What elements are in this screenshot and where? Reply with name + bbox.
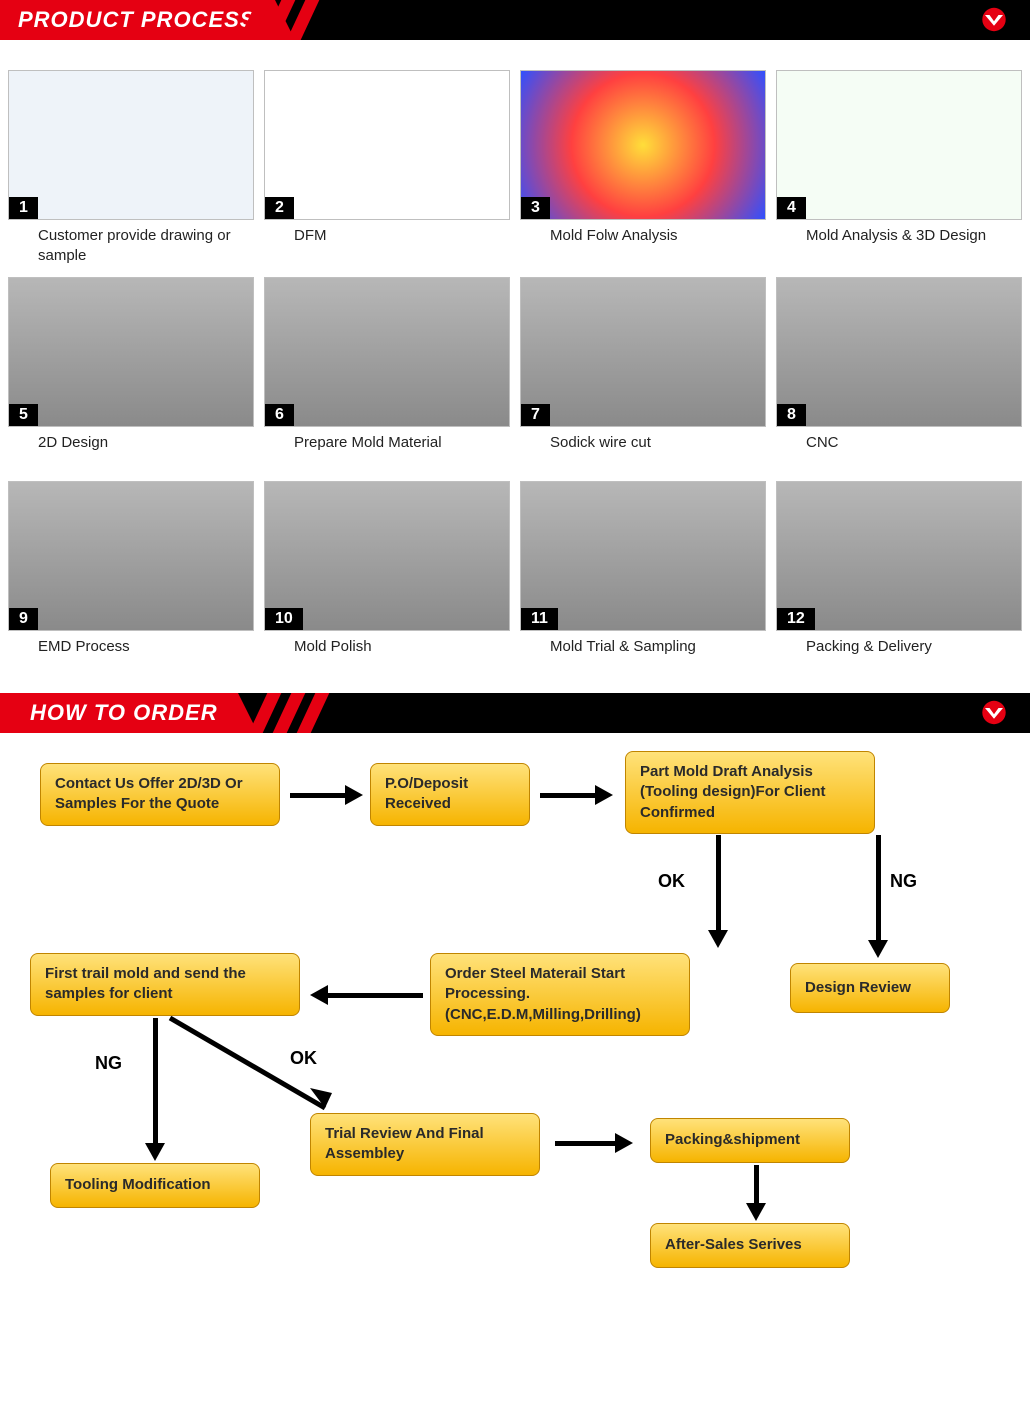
arrow-label-ng: NG (890, 871, 917, 892)
process-thumb: 5 (8, 277, 254, 427)
flow-box-steel: Order Steel Materail Start Processing.(C… (430, 953, 690, 1036)
step-number-badge: 10 (265, 608, 303, 630)
process-thumb: 1 (8, 70, 254, 220)
header-product-process: PRODUCT PROCESS (0, 0, 1030, 40)
step-number-badge: 5 (9, 404, 38, 426)
step-number-badge: 7 (521, 404, 550, 426)
header-title-text: PRODUCT PROCESS (18, 7, 255, 33)
process-step: 7Sodick wire cut (520, 277, 766, 469)
process-step: 3Mold Folw Analysis (520, 70, 766, 265)
arrow-down-icon (868, 835, 888, 958)
process-thumb: 10 (264, 481, 510, 631)
step-caption: CNC (776, 427, 1022, 469)
flow-box-pack: Packing&shipment (650, 1118, 850, 1163)
process-grid: 1Customer provide drawing or sample2DFM3… (0, 70, 1030, 681)
process-step: 11Mold Trial & Sampling (520, 481, 766, 673)
process-thumb: 12 (776, 481, 1022, 631)
step-caption: Mold Trial & Sampling (520, 631, 766, 673)
step-number-badge: 11 (521, 608, 558, 630)
process-thumb: 9 (8, 481, 254, 631)
step-number-badge: 1 (9, 197, 38, 219)
process-thumb: 3 (520, 70, 766, 220)
step-number-badge: 12 (777, 608, 815, 630)
step-number-badge: 2 (265, 197, 294, 219)
process-thumb: 2 (264, 70, 510, 220)
header-how-to-order: HOW TO ORDER (0, 693, 1030, 733)
arrow-right-icon (555, 1133, 633, 1153)
step-number-badge: 9 (9, 608, 38, 630)
arrow-label-ok: OK (290, 1048, 317, 1069)
process-thumb: 11 (520, 481, 766, 631)
arrow-down-icon (746, 1165, 766, 1221)
step-caption: 2D Design (8, 427, 254, 469)
step-caption: Mold Polish (264, 631, 510, 673)
step-caption: DFM (264, 220, 510, 262)
process-step: 9EMD Process (8, 481, 254, 673)
process-thumb: 8 (776, 277, 1022, 427)
step-caption: EMD Process (8, 631, 254, 673)
step-number-badge: 6 (265, 404, 294, 426)
process-step: 12Packing & Delivery (776, 481, 1022, 673)
flow-box-contact: Contact Us Offer 2D/3D Or Samples For th… (40, 763, 280, 826)
flow-box-after: After-Sales Serives (650, 1223, 850, 1268)
process-step: 1Customer provide drawing or sample (8, 70, 254, 265)
step-caption: Customer provide drawing or sample (8, 220, 254, 265)
arrow-left-icon (310, 985, 423, 1005)
step-caption: Packing & Delivery (776, 631, 1022, 673)
arrow-right-icon (290, 785, 363, 805)
step-caption: Prepare Mold Material (264, 427, 510, 469)
flow-box-toolmod: Tooling Modification (50, 1163, 260, 1208)
process-thumb: 6 (264, 277, 510, 427)
process-step: 52D Design (8, 277, 254, 469)
flow-box-trial: Trial Review And Final Assembley (310, 1113, 540, 1176)
process-thumb: 4 (776, 70, 1022, 220)
flow-box-po: P.O/Deposit Received (370, 763, 530, 826)
flow-box-draft: Part Mold Draft Analysis (Tooling design… (625, 751, 875, 834)
process-step: 10Mold Polish (264, 481, 510, 673)
arrow-label-ng: NG (95, 1053, 122, 1074)
step-caption: Mold Folw Analysis (520, 220, 766, 262)
header-title-text: HOW TO ORDER (30, 700, 218, 726)
logo-icon (976, 699, 1012, 727)
header-title: HOW TO ORDER (0, 693, 238, 733)
step-number-badge: 8 (777, 404, 806, 426)
arrow-down-icon (708, 835, 728, 948)
process-thumb: 7 (520, 277, 766, 427)
process-step: 8CNC (776, 277, 1022, 469)
step-caption: Sodick wire cut (520, 427, 766, 469)
step-caption: Mold Analysis & 3D Design (776, 220, 1022, 262)
header-title: PRODUCT PROCESS (0, 0, 275, 40)
arrow-right-icon (540, 785, 613, 805)
arrow-diagonal-icon (160, 1013, 360, 1123)
flow-box-first: First trail mold and send the samples fo… (30, 953, 300, 1016)
flowchart: OK NG NG OK Contact Us Offer 2D/3D Or Sa… (10, 763, 1020, 1413)
flow-box-designrev: Design Review (790, 963, 950, 1013)
process-step: 6Prepare Mold Material (264, 277, 510, 469)
step-number-badge: 3 (521, 197, 550, 219)
process-step: 4Mold Analysis & 3D Design (776, 70, 1022, 265)
logo-icon (976, 6, 1012, 34)
arrow-label-ok: OK (658, 871, 685, 892)
step-number-badge: 4 (777, 197, 806, 219)
process-step: 2DFM (264, 70, 510, 265)
header-stripes (249, 693, 340, 733)
